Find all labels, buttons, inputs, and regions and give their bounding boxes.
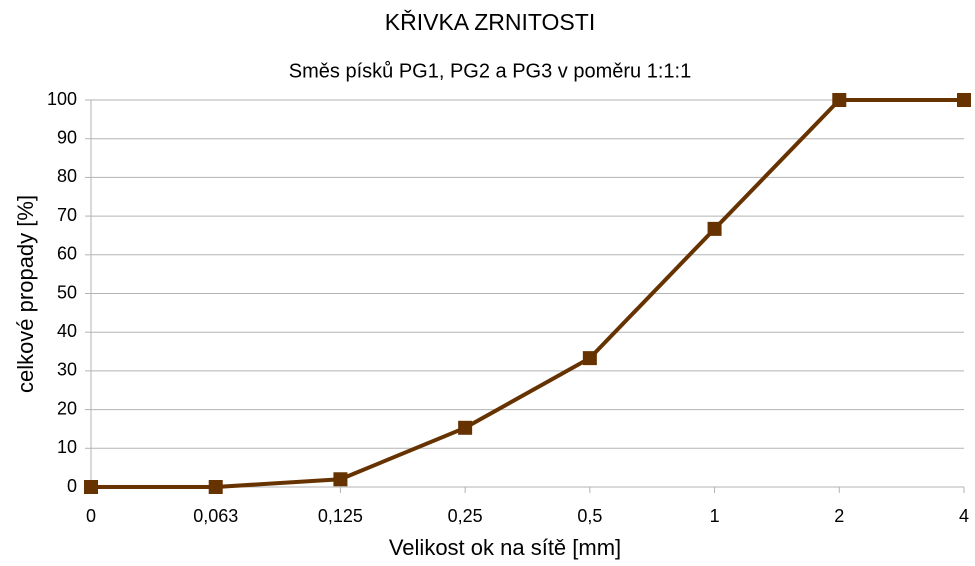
x-tick-label: 0,063	[193, 506, 238, 526]
marker	[957, 93, 971, 107]
x-tick-label: 0,125	[318, 506, 363, 526]
y-axis-label: celkové propady [%]	[13, 195, 38, 393]
x-tick-label: 2	[834, 506, 844, 526]
x-tick-label: 0,5	[577, 506, 602, 526]
y-tick-label: 20	[57, 398, 77, 418]
y-tick-label: 40	[57, 321, 77, 341]
x-axis-label: Velikost ok na sítě [mm]	[389, 535, 621, 560]
x-tick-label: 0,25	[448, 506, 483, 526]
chart-subtitle: Směs písků PG1, PG2 a PG3 v poměru 1:1:1	[289, 60, 691, 82]
y-tick-label: 0	[67, 476, 77, 496]
y-tick-label: 60	[57, 244, 77, 264]
x-tick-label: 0	[86, 506, 96, 526]
marker	[333, 472, 348, 487]
marker	[84, 480, 98, 494]
y-tick-label: 100	[47, 89, 77, 109]
data-line	[91, 98, 964, 489]
y-tick-label: 80	[57, 166, 77, 186]
y-tick-label: 70	[57, 205, 77, 225]
y-tick-label: 10	[57, 437, 77, 457]
marker	[832, 93, 847, 107]
x-tick-label: 4	[959, 506, 969, 526]
marker	[707, 221, 722, 236]
marker	[458, 420, 473, 435]
marker	[582, 351, 597, 366]
marker	[208, 480, 223, 494]
x-tick-label: 1	[710, 506, 720, 526]
y-tick-label: 90	[57, 127, 77, 147]
y-tick-label: 30	[57, 360, 77, 380]
y-tick-label: 50	[57, 282, 77, 302]
chart-title: KŘIVKA ZRNITOSTI	[385, 9, 595, 35]
